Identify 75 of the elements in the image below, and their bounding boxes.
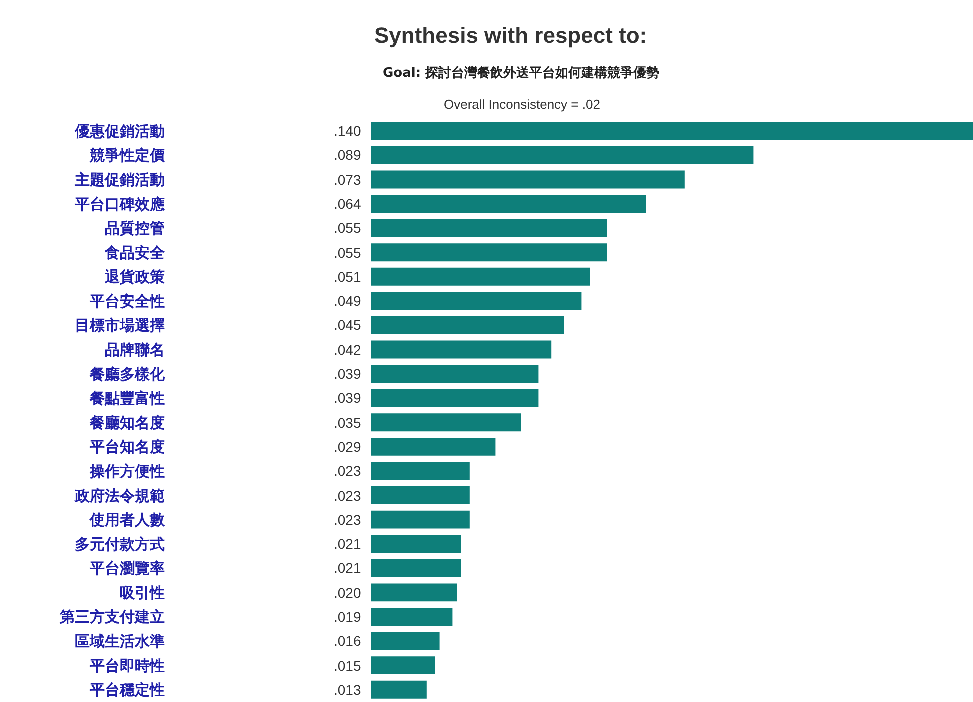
- y-tick-label: 政府法令規範: [74, 486, 165, 505]
- y-tick-label: 食品安全: [104, 244, 166, 262]
- bar: [371, 438, 496, 456]
- y-tick-label: 吸引性: [120, 584, 165, 602]
- data-label: .039: [334, 366, 362, 382]
- y-tick-label: 平台口碑效應: [74, 195, 166, 214]
- y-tick-label: 平台瀏覽率: [89, 560, 165, 578]
- data-label: .055: [334, 245, 362, 261]
- data-label: .064: [334, 196, 362, 212]
- bar: [371, 632, 440, 650]
- data-label: .013: [334, 682, 362, 698]
- y-tick-label: 平台知名度: [89, 438, 165, 456]
- chart-subtitle: Goal: 探討台灣餐飲外送平台如何建構競爭優勢: [383, 65, 660, 81]
- data-label: .051: [334, 269, 362, 285]
- bar: [371, 584, 457, 602]
- data-label: .019: [334, 609, 362, 625]
- y-tick-label: 餐點豐富性: [89, 390, 165, 408]
- data-label: .042: [334, 342, 362, 358]
- bar: [371, 146, 754, 164]
- bar: [371, 559, 462, 578]
- y-tick-label: 主題促銷活動: [74, 170, 165, 189]
- data-label: .089: [334, 147, 362, 163]
- bar: [371, 510, 470, 529]
- bar: [371, 680, 427, 699]
- data-label: .039: [334, 390, 362, 406]
- bar: [371, 389, 539, 408]
- y-tick-label: 餐廳多樣化: [89, 365, 166, 384]
- data-label: .023: [334, 463, 362, 479]
- bar: [371, 486, 470, 505]
- y-tick-label: 第三方支付建立: [59, 608, 165, 626]
- bar: [371, 340, 552, 359]
- bar: [371, 316, 564, 334]
- data-label: .045: [334, 317, 362, 333]
- y-tick-label: 平台穩定性: [89, 681, 165, 700]
- bar: [371, 656, 436, 675]
- data-label: .055: [334, 220, 362, 236]
- y-tick-label: 多元付款方式: [75, 535, 165, 554]
- y-tick-label: 平台安全性: [89, 292, 165, 310]
- bar: [371, 608, 453, 626]
- y-tick-label: 優惠促銷活動: [74, 122, 165, 140]
- bar: [371, 365, 539, 384]
- y-tick-label: 目標市場選擇: [75, 316, 165, 335]
- y-tick-label: 品質控管: [105, 220, 165, 238]
- bar: [371, 414, 522, 432]
- y-tick-label: 操作方便性: [89, 462, 165, 480]
- data-label: .035: [334, 415, 362, 431]
- bar: [371, 268, 590, 286]
- data-label: .015: [334, 658, 362, 674]
- bar: [371, 462, 470, 480]
- y-tick-label: 餐廳知名度: [89, 414, 165, 432]
- bar: [371, 170, 685, 189]
- text: Overall Inconsistency = .02: [444, 97, 600, 112]
- bar: [371, 219, 608, 238]
- data-label: .023: [334, 512, 362, 528]
- y-tick-label: 品牌聯名: [105, 341, 165, 360]
- bar: [371, 244, 608, 262]
- bar: [371, 292, 582, 310]
- y-tick-label: 使用者人數: [89, 511, 166, 530]
- y-tick-label: 平台即時性: [89, 656, 165, 675]
- data-label: .016: [334, 633, 362, 649]
- chart-title: Synthesis with respect to:: [374, 22, 648, 48]
- bar: [371, 535, 462, 554]
- data-label: .049: [334, 293, 362, 309]
- y-tick-label: 區域生活水準: [75, 632, 165, 651]
- data-label: .029: [334, 439, 362, 455]
- data-label: .023: [334, 488, 362, 504]
- data-label: .140: [334, 123, 362, 139]
- data-label: .021: [334, 560, 362, 576]
- y-tick-label: 退貨政策: [104, 268, 166, 286]
- data-label: .073: [334, 172, 362, 188]
- data-label: .020: [334, 585, 362, 601]
- bar: [371, 122, 973, 140]
- data-label: .021: [334, 536, 362, 552]
- y-tick-label: 競爭性定價: [89, 146, 166, 165]
- bar: [371, 195, 646, 214]
